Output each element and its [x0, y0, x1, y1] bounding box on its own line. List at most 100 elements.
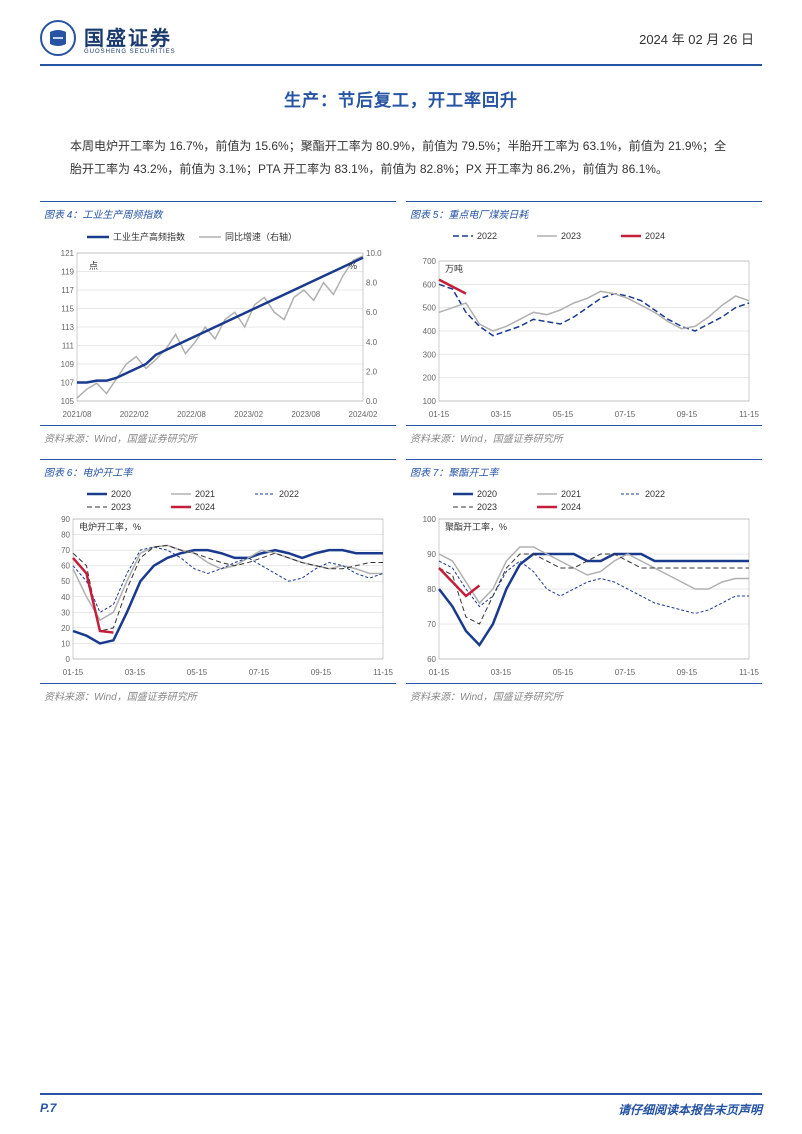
- svg-text:点: 点: [89, 261, 98, 271]
- svg-text:105: 105: [61, 397, 75, 406]
- svg-text:2024/02: 2024/02: [349, 410, 378, 419]
- chart-7: 6070809010001-1503-1505-1507-1509-1511-1…: [406, 483, 762, 683]
- svg-text:10: 10: [61, 639, 70, 648]
- chart-6: 0 10 20 30 40 50 60 70 80 90 01-15 03-15 05-15 07-15 0…: [40, 483, 396, 683]
- chart-5-source: 资料来源：Wind，国盛证券研究所: [406, 425, 762, 449]
- svg-text:07-15: 07-15: [615, 668, 636, 677]
- svg-text:80: 80: [61, 530, 70, 539]
- svg-text:2021: 2021: [561, 489, 581, 499]
- svg-text:07-15: 07-15: [615, 410, 636, 419]
- svg-text:2023: 2023: [111, 502, 131, 512]
- svg-text:07-15: 07-15: [249, 668, 270, 677]
- svg-text:80: 80: [427, 585, 436, 594]
- svg-text:2022/08: 2022/08: [177, 410, 206, 419]
- chart-5: 10020030040050060070001-1503-1505-1507-1…: [406, 225, 762, 425]
- chart-6-cell: 图表 6：电炉开工率 0 10 20 30 40 50 60 70 80 90 01-15 03-15…: [40, 459, 396, 707]
- svg-text:50: 50: [61, 577, 70, 586]
- section-title: 生产：节后复工，开工率回升: [0, 86, 802, 111]
- svg-text:111: 111: [62, 341, 75, 350]
- svg-text:109: 109: [61, 360, 75, 369]
- svg-text:11-15: 11-15: [739, 410, 759, 419]
- svg-text:2021/08: 2021/08: [63, 410, 92, 419]
- header-divider: [40, 64, 762, 66]
- svg-text:09-15: 09-15: [311, 668, 332, 677]
- svg-text:60: 60: [61, 561, 70, 570]
- svg-text:30: 30: [61, 608, 70, 617]
- svg-text:4.0: 4.0: [366, 337, 378, 346]
- svg-text:400: 400: [423, 327, 437, 336]
- svg-text:01-15: 01-15: [429, 410, 450, 419]
- svg-text:300: 300: [423, 350, 437, 359]
- company-subtitle: GUOSHENG SECURITIES: [84, 49, 176, 55]
- svg-text:115: 115: [61, 304, 74, 313]
- svg-text:117: 117: [61, 286, 74, 295]
- body-paragraph: 本周电炉开工率为 16.7%，前值为 15.6%；聚酯开工率为 80.9%，前值…: [0, 135, 802, 181]
- svg-text:电炉开工率，%: 电炉开工率，%: [79, 521, 141, 532]
- svg-text:09-15: 09-15: [677, 668, 698, 677]
- svg-text:2023/02: 2023/02: [234, 410, 263, 419]
- svg-text:2022/02: 2022/02: [120, 410, 149, 419]
- svg-text:01-15: 01-15: [63, 668, 84, 677]
- svg-text:%: %: [349, 261, 357, 271]
- svg-text:107: 107: [61, 378, 75, 387]
- company-logo-icon: [40, 20, 76, 56]
- svg-text:700: 700: [423, 257, 437, 266]
- charts-grid: 图表 4：工业生产周频指数 10510710911111311511711912…: [0, 201, 802, 707]
- chart-5-title: 图表 5：重点电厂煤炭日耗: [406, 201, 762, 225]
- chart-7-title: 图表 7：聚酯开工率: [406, 459, 762, 483]
- svg-text:05-15: 05-15: [187, 668, 208, 677]
- svg-text:03-15: 03-15: [491, 410, 512, 419]
- svg-text:90: 90: [61, 515, 70, 524]
- svg-text:200: 200: [423, 373, 437, 382]
- chart-4-source: 资料来源：Wind，国盛证券研究所: [40, 425, 396, 449]
- svg-text:03-15: 03-15: [125, 668, 146, 677]
- footer-disclaimer: 请仔细阅读本报告末页声明: [618, 1101, 762, 1118]
- svg-text:600: 600: [423, 280, 437, 289]
- svg-text:6.0: 6.0: [366, 308, 378, 317]
- chart-7-source: 资料来源：Wind，国盛证券研究所: [406, 683, 762, 707]
- svg-text:2021: 2021: [195, 489, 215, 499]
- svg-text:70: 70: [61, 546, 70, 555]
- svg-text:119: 119: [61, 267, 74, 276]
- svg-text:2022: 2022: [477, 231, 497, 241]
- svg-text:8.0: 8.0: [366, 278, 378, 287]
- svg-text:40: 40: [61, 592, 70, 601]
- chart-5-cell: 图表 5：重点电厂煤炭日耗 10020030040050060070001-15…: [406, 201, 762, 449]
- svg-text:2024: 2024: [195, 502, 215, 512]
- chart-4-cell: 图表 4：工业生产周频指数 10510710911111311511711912…: [40, 201, 396, 449]
- svg-text:聚酯开工率，%: 聚酯开工率，%: [445, 521, 507, 532]
- svg-text:60: 60: [427, 655, 436, 664]
- chart-6-title: 图表 6：电炉开工率: [40, 459, 396, 483]
- svg-text:2023: 2023: [561, 231, 581, 241]
- svg-text:100: 100: [423, 515, 437, 524]
- svg-text:20: 20: [61, 623, 70, 632]
- page-header: 国盛证券 GUOSHENG SECURITIES 2024 年 02 月 26 …: [0, 0, 802, 64]
- svg-text:2022: 2022: [645, 489, 665, 499]
- svg-text:2023: 2023: [477, 502, 497, 512]
- svg-text:2023/08: 2023/08: [291, 410, 320, 419]
- svg-text:2.0: 2.0: [366, 367, 378, 376]
- svg-text:100: 100: [423, 397, 437, 406]
- svg-text:2024: 2024: [645, 231, 665, 241]
- svg-text:2020: 2020: [477, 489, 497, 499]
- svg-text:01-15: 01-15: [429, 668, 450, 677]
- chart-4: 1051071091111131151171191210.02.04.06.08…: [40, 225, 396, 425]
- svg-text:同比增速（右轴）: 同比增速（右轴）: [225, 231, 297, 242]
- svg-text:10.0: 10.0: [366, 249, 382, 258]
- svg-text:0: 0: [66, 655, 71, 664]
- page-footer: P.7 请仔细阅读本报告末页声明: [40, 1093, 762, 1118]
- svg-text:09-15: 09-15: [677, 410, 698, 419]
- svg-text:0.0: 0.0: [366, 397, 378, 406]
- svg-text:2022: 2022: [279, 489, 299, 499]
- svg-text:2020: 2020: [111, 489, 131, 499]
- svg-text:05-15: 05-15: [553, 410, 574, 419]
- svg-text:113: 113: [61, 323, 74, 332]
- chart-6-source: 资料来源：Wind，国盛证券研究所: [40, 683, 396, 707]
- svg-text:11-15: 11-15: [739, 668, 759, 677]
- report-date: 2024 年 02 月 26 日: [639, 29, 754, 48]
- svg-text:70: 70: [427, 620, 436, 629]
- logo-group: 国盛证券 GUOSHENG SECURITIES: [40, 20, 176, 56]
- svg-text:11-15: 11-15: [373, 668, 393, 677]
- company-name: 国盛证券: [84, 22, 176, 51]
- svg-text:2024: 2024: [561, 502, 581, 512]
